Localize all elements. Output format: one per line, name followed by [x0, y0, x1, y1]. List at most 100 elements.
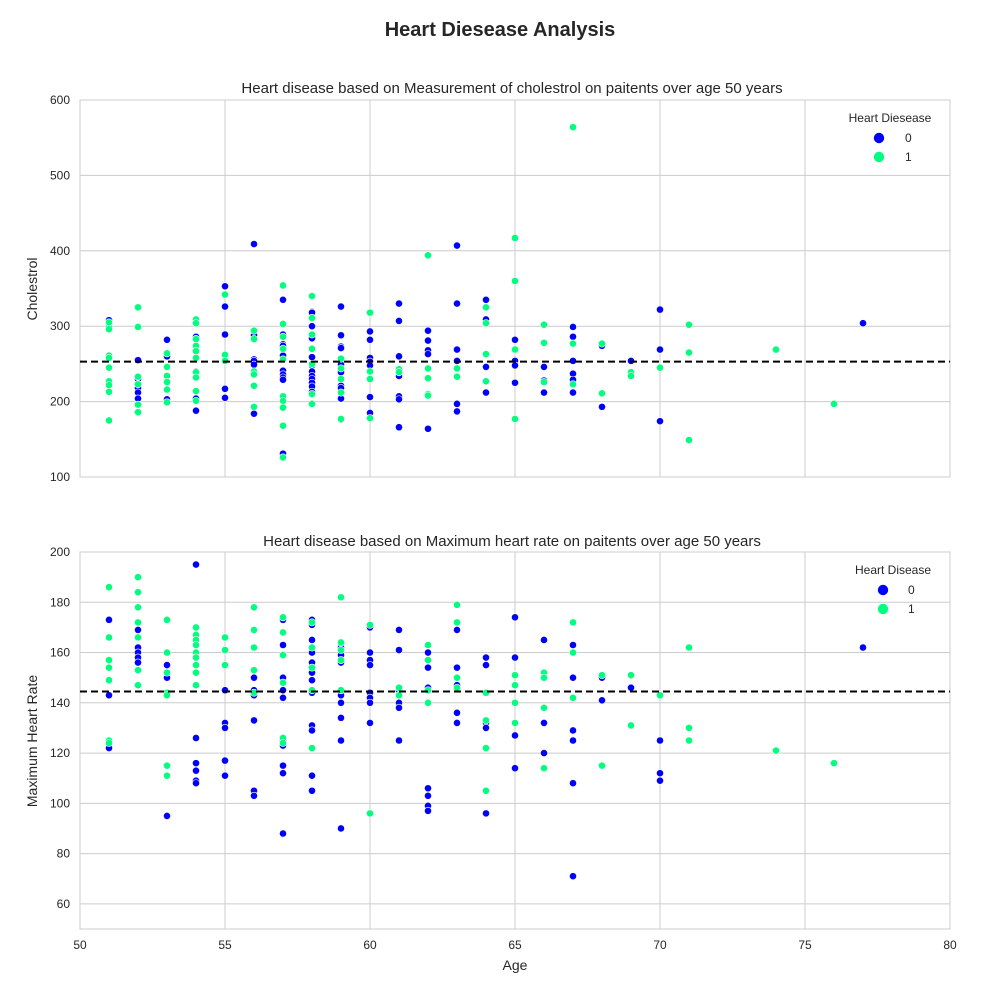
data-point-series-1 — [453, 364, 461, 373]
data-point-series-0 — [192, 560, 200, 569]
data-point-series-1 — [337, 638, 345, 647]
data-point-series-1 — [134, 323, 142, 331]
data-point-series-1 — [192, 396, 200, 405]
data-point-series-1 — [511, 345, 519, 354]
data-point-series-0 — [221, 393, 229, 402]
data-point-series-0 — [453, 663, 461, 672]
data-point-series-1 — [279, 651, 287, 659]
data-point-series-1 — [453, 600, 461, 609]
y-tick-label: 180 — [50, 595, 70, 609]
data-point-series-0 — [337, 698, 345, 707]
data-point-series-0 — [569, 779, 577, 788]
data-point-series-0 — [656, 736, 664, 745]
data-point-series-0 — [221, 282, 229, 291]
data-point-series-1 — [540, 673, 548, 682]
data-point-series-1 — [627, 372, 635, 380]
data-point-series-0 — [859, 319, 867, 328]
data-point-series-1 — [482, 744, 490, 752]
data-point-series-0 — [656, 769, 664, 778]
data-point-series-0 — [221, 771, 229, 780]
data-point-series-0 — [540, 388, 548, 397]
data-point-series-1 — [424, 374, 432, 383]
y-tick-label: 500 — [50, 168, 70, 182]
data-point-series-0 — [540, 363, 548, 371]
data-point-series-0 — [163, 812, 171, 820]
data-point-series-0 — [366, 661, 374, 669]
data-point-series-0 — [192, 734, 200, 742]
data-point-series-1 — [482, 303, 490, 312]
data-point-series-0 — [279, 641, 287, 649]
data-point-series-0 — [366, 698, 374, 707]
data-point-series-0 — [308, 636, 316, 644]
data-point-series-1 — [424, 641, 432, 649]
data-point-series-1 — [308, 314, 316, 322]
data-point-series-1 — [511, 671, 519, 680]
data-point-series-1 — [424, 656, 432, 664]
data-point-series-1 — [511, 234, 519, 242]
data-point-series-0 — [163, 335, 171, 344]
data-point-series-0 — [192, 406, 200, 415]
data-point-series-1 — [279, 678, 287, 687]
data-point-series-0 — [424, 350, 432, 358]
x-tick-label: 55 — [218, 938, 232, 952]
data-point-series-0 — [279, 829, 287, 838]
data-point-series-1 — [308, 390, 316, 398]
y-tick-label: 100 — [50, 470, 70, 484]
data-point-series-0 — [859, 643, 867, 652]
y-tick-label: 600 — [50, 93, 70, 107]
chart-title: Heart disease based on Measurement of ch… — [241, 80, 782, 97]
data-point-series-1 — [279, 403, 287, 412]
data-point-series-0 — [395, 626, 403, 634]
data-point-series-1 — [627, 671, 635, 680]
data-point-series-1 — [395, 368, 403, 377]
data-point-series-0 — [279, 769, 287, 778]
data-point-series-1 — [105, 633, 113, 642]
data-point-series-0 — [656, 417, 664, 426]
data-point-series-0 — [453, 407, 461, 416]
data-point-series-1 — [830, 759, 838, 768]
data-point-series-0 — [250, 409, 258, 418]
data-point-series-0 — [192, 766, 200, 775]
data-point-series-0 — [279, 295, 287, 304]
data-point-series-1 — [134, 588, 142, 597]
data-point-series-1 — [685, 348, 693, 357]
data-point-series-0 — [598, 696, 606, 705]
data-point-series-1 — [540, 764, 548, 773]
legend-marker-1 — [873, 151, 885, 163]
x-tick-label: 60 — [363, 938, 377, 952]
data-point-series-1 — [337, 593, 345, 602]
y-tick-label: 80 — [57, 847, 71, 861]
data-point-series-1 — [366, 367, 374, 376]
data-point-series-0 — [453, 345, 461, 354]
data-point-series-0 — [453, 241, 461, 250]
data-point-series-0 — [511, 378, 519, 387]
data-point-series-1 — [424, 686, 432, 695]
data-point-series-1 — [656, 691, 664, 700]
data-point-series-0 — [337, 302, 345, 311]
data-point-series-0 — [279, 686, 287, 695]
data-point-series-1 — [192, 387, 200, 395]
data-point-series-1 — [163, 398, 171, 407]
data-point-series-1 — [105, 353, 113, 362]
data-point-series-1 — [685, 724, 693, 732]
data-point-series-1 — [395, 691, 403, 700]
data-point-series-1 — [685, 643, 693, 652]
data-point-series-0 — [656, 305, 664, 314]
data-point-series-1 — [250, 370, 258, 379]
data-point-series-1 — [337, 415, 345, 423]
legend: Heart Disease 0 1 — [855, 563, 931, 616]
data-point-series-1 — [569, 339, 577, 348]
data-point-series-1 — [482, 350, 490, 358]
data-point-series-1 — [569, 693, 577, 702]
figure-title: Heart Diesease Analysis — [385, 19, 616, 41]
data-point-series-1 — [366, 414, 374, 423]
data-point-series-0 — [424, 791, 432, 800]
data-point-series-1 — [598, 339, 606, 348]
data-point-series-0 — [221, 686, 229, 695]
data-point-series-0 — [308, 726, 316, 735]
y-tick-label: 300 — [50, 319, 70, 333]
legend-marker-0 — [873, 132, 885, 144]
data-point-series-0 — [395, 646, 403, 654]
data-point-series-1 — [569, 123, 577, 132]
data-point-series-1 — [134, 380, 142, 389]
